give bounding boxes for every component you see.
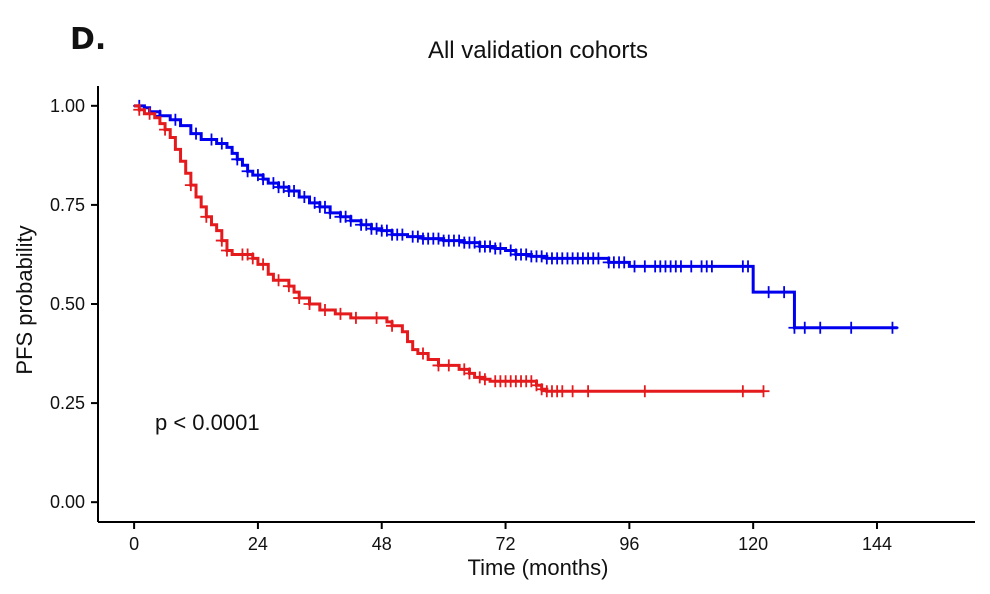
x-tick-label: 48 xyxy=(372,534,392,554)
censor-mark xyxy=(205,133,218,146)
censor-mark xyxy=(318,200,331,213)
x-tick-label: 144 xyxy=(862,534,892,554)
censor-mark xyxy=(246,252,259,265)
censor-mark xyxy=(288,185,301,198)
censor-mark xyxy=(742,260,755,273)
censor-mark xyxy=(638,385,651,398)
axes: 0 24 48 72 96 120 144 0.00 0.25 0.50 0.75 1.00 xyxy=(50,86,975,554)
censor-mark xyxy=(432,232,445,245)
censor-mark xyxy=(886,321,899,334)
censor-mark xyxy=(220,244,233,257)
censor-mark xyxy=(190,127,203,140)
survival-curve xyxy=(134,104,898,330)
censor-mark xyxy=(231,153,244,166)
x-axis-label: Time (months) xyxy=(468,555,609,580)
censor-mark xyxy=(215,137,228,150)
censor-mark xyxy=(520,248,533,261)
censor-mark xyxy=(396,228,409,241)
censor-mark xyxy=(344,214,357,227)
censor-mark xyxy=(349,311,362,324)
censor-mark xyxy=(370,311,383,324)
censor-mark xyxy=(432,359,445,372)
y-axis-label: PFS probability xyxy=(12,225,37,374)
y-tick-label: 0.75 xyxy=(50,195,85,215)
censor-mark xyxy=(484,240,497,253)
censor-mark xyxy=(638,260,651,273)
censor-mark xyxy=(582,385,595,398)
censor-mark xyxy=(272,274,285,287)
panel-label: D. xyxy=(70,22,107,57)
censor-mark xyxy=(257,258,270,271)
censor-mark xyxy=(618,256,631,269)
censor-mark xyxy=(241,165,254,178)
censor-mark xyxy=(257,173,270,186)
censor-mark xyxy=(757,385,770,398)
censor-mark xyxy=(386,319,399,332)
y-tick-label: 1.00 xyxy=(50,96,85,116)
censor-mark xyxy=(736,385,749,398)
censor-mark xyxy=(566,385,579,398)
censor-mark xyxy=(324,206,337,219)
p-value-annotation: p < 0.0001 xyxy=(155,410,260,435)
x-tick-label: 0 xyxy=(129,534,139,554)
censor-mark xyxy=(592,252,605,265)
censor-mark xyxy=(535,383,548,396)
censor-mark xyxy=(535,250,548,263)
censor-mark xyxy=(845,321,858,334)
censor-mark xyxy=(814,321,827,334)
censor-mark xyxy=(473,371,486,384)
censor-mark xyxy=(370,222,383,235)
censor-mark xyxy=(685,260,698,273)
censor-mark xyxy=(133,103,146,116)
censor-mark xyxy=(298,190,311,203)
censor-mark xyxy=(318,303,331,316)
censor-mark xyxy=(463,367,476,380)
censor-mark xyxy=(705,260,718,273)
censor-mark xyxy=(762,286,775,299)
censor-mark xyxy=(411,230,424,243)
censor-mark xyxy=(303,298,316,310)
censor-mark xyxy=(628,260,641,273)
series-1 xyxy=(133,103,770,398)
censor-mark xyxy=(674,260,687,273)
censor-mark xyxy=(478,373,491,386)
censor-mark xyxy=(494,242,507,255)
x-tick-label: 24 xyxy=(248,534,268,554)
y-ticks: 0.00 0.25 0.50 0.75 1.00 xyxy=(50,96,98,512)
censor-mark xyxy=(334,307,347,320)
censor-mark xyxy=(282,280,295,293)
censor-mark xyxy=(417,347,430,360)
x-tick-label: 120 xyxy=(738,534,768,554)
x-tick-label: 96 xyxy=(619,534,639,554)
censor-mark xyxy=(788,321,801,334)
censor-mark xyxy=(798,321,811,334)
y-tick-label: 0.00 xyxy=(50,492,85,512)
censor-mark xyxy=(184,179,197,192)
censor-mark xyxy=(215,234,228,247)
censor-mark xyxy=(778,286,791,299)
censor-mark xyxy=(556,385,569,398)
censor-mark xyxy=(442,359,455,372)
chart-title: All validation cohorts xyxy=(428,37,648,64)
x-ticks: 0 24 48 72 96 120 144 xyxy=(129,522,892,554)
censor-mark xyxy=(293,292,306,305)
censor-mark xyxy=(453,234,466,247)
y-tick-label: 0.25 xyxy=(50,393,85,413)
censor-mark xyxy=(159,123,172,136)
x-tick-label: 72 xyxy=(496,534,516,554)
series-layer xyxy=(133,99,899,398)
y-tick-label: 0.50 xyxy=(50,294,85,314)
censor-mark xyxy=(169,113,182,126)
censor-mark xyxy=(143,107,156,120)
censor-mark xyxy=(200,210,213,223)
series-0 xyxy=(133,99,899,334)
